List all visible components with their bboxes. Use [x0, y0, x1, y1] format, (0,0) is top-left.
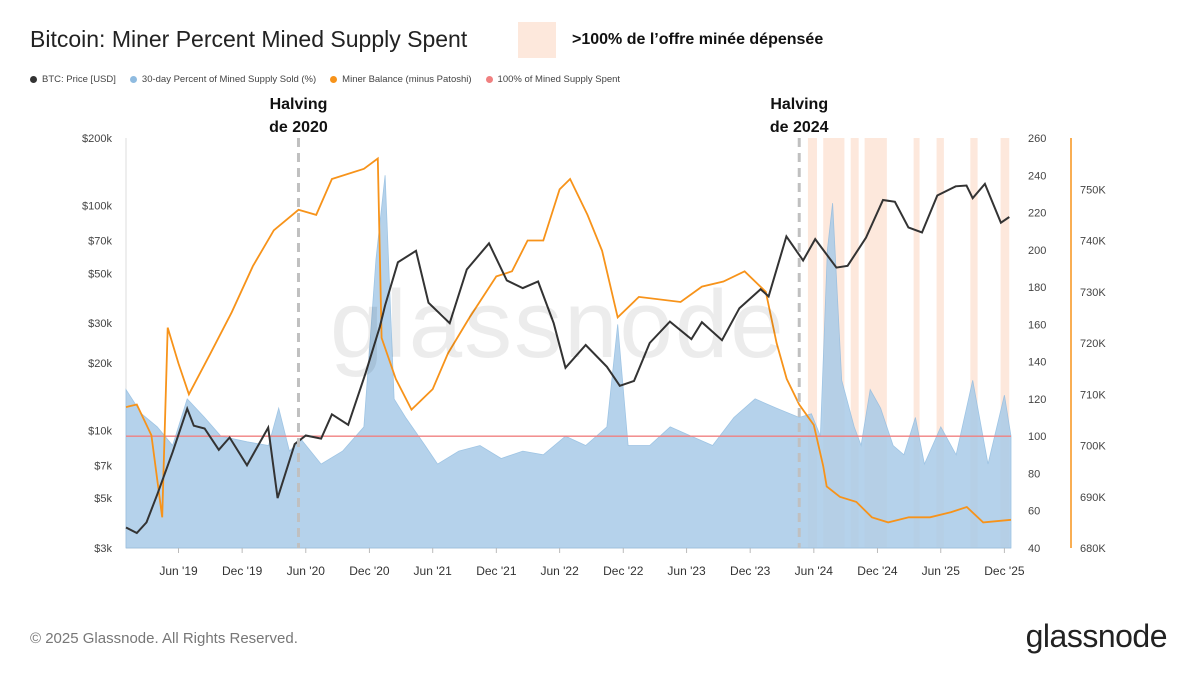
x-tick-label-2: Jun '20: [287, 564, 326, 578]
legend-item-balance[interactable]: Miner Balance (minus Patoshi): [330, 74, 472, 85]
legend-label-price: BTC: Price [USD]: [42, 74, 116, 85]
y-balance-tick-2: 700K: [1080, 441, 1106, 453]
x-tick-label-9: Dec '23: [730, 564, 771, 578]
legend-label-threshold: 100% of Mined Supply Spent: [497, 74, 621, 85]
x-tick-label-4: Jun '21: [414, 564, 453, 578]
x-tick-label-7: Dec '22: [603, 564, 644, 578]
chart-title: Bitcoin: Miner Percent Mined Supply Spen…: [30, 26, 468, 52]
y-balance-tick-6: 740K: [1080, 236, 1106, 248]
x-tick-label-11: Dec '24: [857, 564, 898, 578]
x-tick-label-8: Jun '23: [667, 564, 706, 578]
y-percent-tick-0: 40: [1028, 543, 1040, 555]
x-tick-label-1: Dec '19: [222, 564, 263, 578]
y-balance-tick-0: 680K: [1080, 543, 1106, 555]
y-percent-tick-5: 140: [1028, 357, 1046, 369]
shade-legend-swatch: [518, 22, 556, 58]
legend-dot-price: [30, 76, 37, 83]
legend-label-balance: Miner Balance (minus Patoshi): [342, 74, 472, 85]
legend-dot-percent: [129, 76, 137, 83]
shade-legend-label: >100% de l’offre minée dépensée: [572, 31, 824, 48]
y-price-tick-7: $70k: [88, 235, 112, 247]
x-tick-label-5: Dec '21: [476, 564, 517, 578]
legend-dot-balance: [330, 76, 338, 83]
x-tick-label-10: Jun '24: [795, 564, 834, 578]
legend-item-threshold[interactable]: 100% of Mined Supply Spent: [485, 74, 621, 85]
legend-item-price[interactable]: BTC: Price [USD]: [30, 74, 116, 85]
y-price-tick-3: $10k: [88, 425, 112, 437]
legend-label-percent: 30-day Percent of Mined Supply Sold (%): [141, 74, 317, 85]
y-price-tick-6: $50k: [88, 268, 112, 280]
y-percent-tick-1: 60: [1028, 506, 1040, 518]
shaded-period-2: [850, 138, 859, 548]
halving-label-0-line2: de 2020: [269, 119, 328, 136]
shaded-period-0: [807, 138, 817, 548]
copyright-footer: © 2025 Glassnode. All Rights Reserved.: [30, 630, 298, 647]
x-tick-label-13: Dec '25: [984, 564, 1025, 578]
y-price-tick-0: $3k: [94, 543, 112, 555]
y-price-tick-2: $7k: [94, 460, 112, 472]
y-balance-tick-4: 720K: [1080, 338, 1106, 350]
y-percent-tick-9: 220: [1028, 208, 1046, 220]
y-price-tick-5: $30k: [88, 318, 112, 330]
y-percent-tick-7: 180: [1028, 282, 1046, 294]
legend-dot-threshold: [485, 76, 493, 83]
halving-label-0-line1: Halving: [270, 96, 328, 113]
x-tick-label-6: Jun '22: [540, 564, 579, 578]
series-percent-area: [125, 175, 1012, 549]
y-percent-tick-6: 160: [1028, 319, 1046, 331]
y-percent-tick-10: 240: [1028, 170, 1046, 182]
x-tick-label-12: Jun '25: [922, 564, 961, 578]
shaded-period-7: [1000, 138, 1010, 548]
y-percent-tick-8: 200: [1028, 245, 1046, 257]
series-balance-line: [125, 156, 1012, 524]
chart-svg: Halving de 2020 Halving de 2024 Jun '19 Dec '…: [82, 96, 1106, 578]
legend-item-percent[interactable]: 30-day Percent of Mined Supply Sold (%): [129, 74, 317, 85]
y-balance-tick-3: 710K: [1080, 389, 1106, 401]
y-price-tick-9: $200k: [82, 133, 112, 145]
shaded-period-6: [970, 138, 978, 548]
shaded-period-4: [913, 138, 920, 548]
series-price-line: [125, 182, 1010, 535]
x-tick-label-3: Dec '20: [349, 564, 390, 578]
legend: BTC: Price [USD] 30-day Percent of Mined…: [30, 74, 620, 85]
halving-label-1-line1: Halving: [770, 96, 828, 113]
y-percent-tick-4: 120: [1028, 394, 1046, 406]
watermark: glassnode: [330, 271, 786, 378]
y-balance-tick-7: 750K: [1080, 184, 1106, 196]
y-percent-tick-3: 100: [1028, 431, 1046, 443]
shaded-period-5: [936, 138, 944, 548]
y-price-tick-1: $5k: [94, 493, 112, 505]
y-percent-tick-11: 260: [1028, 133, 1046, 145]
y-balance-tick-1: 690K: [1080, 492, 1106, 504]
y-price-tick-4: $20k: [88, 358, 112, 370]
x-tick-label-0: Jun '19: [159, 564, 198, 578]
halving-label-1-line2: de 2024: [770, 119, 829, 136]
y-percent-tick-2: 80: [1028, 468, 1040, 480]
y-balance-tick-5: 730K: [1080, 287, 1106, 299]
brand-logo: glassnode: [1025, 618, 1168, 654]
y-price-tick-8: $100k: [82, 201, 112, 213]
